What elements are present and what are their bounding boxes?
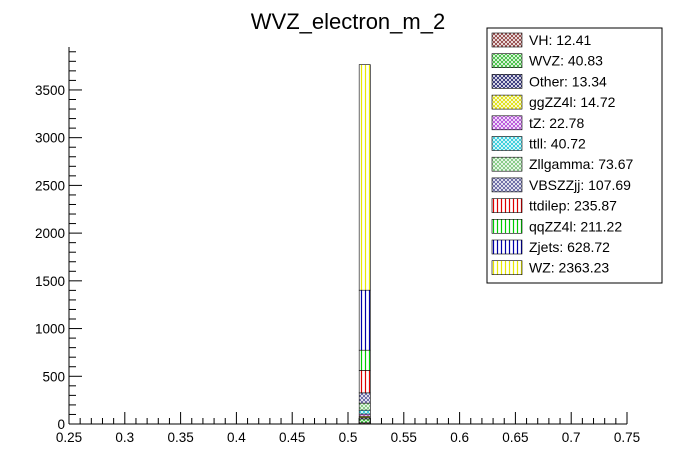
bar-segment-ttdilep [358,370,371,394]
legend: VH: 12.41 WVZ: 40.83 Other: 13.34 ggZZ4l: 1… [486,27,663,284]
y-tick-label: 1500 [35,274,65,289]
legend-swatch-vh [491,32,523,48]
x-tick-label: 0.45 [279,430,305,445]
legend-swatch-wz [491,260,523,276]
x-tick-label: 0.25 [56,430,82,445]
x-tick-label: 0.4 [227,430,246,445]
legend-swatch-zjets [491,239,523,255]
x-tick-label: 0.65 [502,430,528,445]
y-tick-label: 3000 [35,131,65,146]
bar-segment-wz [358,64,371,291]
x-tick-label: 0.75 [614,430,640,445]
legend-label-wvz: WVZ: 40.83 [529,53,603,69]
legend-swatch-other [491,74,523,89]
legend-swatch-qqzz4l [491,219,523,234]
legend-swatch-vbszzjj [491,177,523,193]
legend-label-zjets: Zjets: 628.72 [529,239,610,255]
legend-label-wz: WZ: 2363.23 [529,260,609,276]
y-tick-label: 3500 [35,83,65,98]
legend-label-zllgamma: Zllgamma: 73.67 [529,156,633,172]
legend-swatch-ttll [491,136,523,151]
y-tick-label: 500 [42,369,65,384]
legend-label-ggzz4l: ggZZ4l: 14.72 [529,94,616,110]
legend-label-tz: tZ: 22.78 [529,115,584,131]
legend-swatch-zllgamma [491,156,523,172]
bar-segment-vbszzjj [358,392,371,404]
bar-segment-ttll [358,409,371,415]
legend-swatch-ttdilep [491,198,523,213]
y-tick-label: 2000 [35,226,65,241]
y-tick-label: 0 [57,417,65,432]
legend-label-vbszzjj: VBSZZjj: 107.69 [529,177,631,193]
bar-segment-tz [358,413,371,417]
legend-label-other: Other: 13.34 [529,73,607,89]
legend-label-ttll: ttll: 40.72 [529,136,586,152]
y-tick-label: 1000 [35,322,65,337]
bar-segment-wvz [358,418,371,424]
x-tick-label: 0.6 [450,430,469,445]
y-axis: 0 500 1000 1500 2000 2500 3000 3500 [35,51,82,432]
legend-swatch-wvz [491,53,523,69]
x-tick-label: 0.55 [391,430,417,445]
x-tick-label: 0.5 [339,430,358,445]
x-axis: 0.25 0.3 0.35 0.4 0.45 0.5 0.55 0.6 0.65 0.7 0.75 [56,412,640,445]
legend-label-vh: VH: 12.41 [529,32,591,48]
x-tick-label: 0.7 [562,430,581,445]
legend-swatch-ggzz4l [491,94,523,110]
legend-label-qqzz4l: qqZZ4l: 211.22 [529,218,622,234]
bar-segment-zllgamma [358,402,371,411]
legend-swatch-tz [491,115,523,131]
legend-label-ttdilep: ttdilep: 235.87 [529,198,617,214]
bar-segment-qqzz4l [358,349,371,371]
stacked-bar [358,64,371,425]
y-tick-label: 2500 [35,178,65,193]
x-tick-label: 0.3 [115,430,134,445]
bar-segment-zjets [358,289,371,351]
x-tick-label: 0.35 [167,430,193,445]
chart-title: WVZ_electron_m_2 [251,9,445,34]
